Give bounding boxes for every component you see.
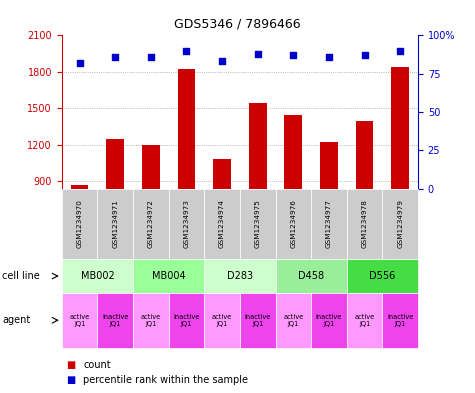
Point: [218, 58, 226, 64]
Point: [325, 54, 332, 60]
Text: GSM1234970: GSM1234970: [76, 200, 83, 248]
Text: D458: D458: [298, 271, 324, 281]
Bar: [285, 115, 302, 291]
Text: inactive
JQ1: inactive JQ1: [245, 314, 271, 327]
Text: GSM1234976: GSM1234976: [290, 200, 296, 248]
Text: D283: D283: [227, 271, 253, 281]
Text: active
JQ1: active JQ1: [141, 314, 161, 327]
Text: GSM1234974: GSM1234974: [219, 200, 225, 248]
Bar: [106, 139, 124, 291]
Text: GSM1234978: GSM1234978: [361, 200, 368, 248]
Point: [254, 51, 261, 57]
Bar: [391, 67, 409, 291]
Bar: [249, 103, 266, 291]
Text: agent: agent: [2, 315, 30, 325]
Text: inactive
JQ1: inactive JQ1: [173, 314, 200, 327]
Bar: [71, 185, 88, 291]
Text: GSM1234972: GSM1234972: [148, 200, 154, 248]
Text: ■: ■: [66, 375, 76, 386]
Bar: [320, 142, 338, 291]
Text: MB002: MB002: [80, 271, 114, 281]
Point: [111, 54, 119, 60]
Bar: [142, 145, 160, 291]
Text: GSM1234973: GSM1234973: [183, 200, 190, 248]
Point: [396, 48, 404, 54]
Text: GSM1234971: GSM1234971: [112, 200, 118, 248]
Bar: [178, 70, 195, 291]
Point: [361, 52, 369, 59]
Text: active
JQ1: active JQ1: [283, 314, 304, 327]
Text: cell line: cell line: [2, 271, 40, 281]
Point: [182, 48, 190, 54]
Text: count: count: [83, 360, 111, 370]
Text: active
JQ1: active JQ1: [354, 314, 375, 327]
Point: [147, 54, 155, 60]
Text: GSM1234975: GSM1234975: [255, 200, 261, 248]
Text: inactive
JQ1: inactive JQ1: [102, 314, 128, 327]
Text: MB004: MB004: [152, 271, 185, 281]
Text: GSM1234977: GSM1234977: [326, 200, 332, 248]
Text: D556: D556: [369, 271, 396, 281]
Text: inactive
JQ1: inactive JQ1: [387, 314, 413, 327]
Text: percentile rank within the sample: percentile rank within the sample: [83, 375, 248, 386]
Text: active
JQ1: active JQ1: [212, 314, 232, 327]
Text: GSM1234979: GSM1234979: [397, 200, 403, 248]
Text: inactive
JQ1: inactive JQ1: [316, 314, 342, 327]
Bar: [213, 160, 231, 291]
Point: [289, 52, 297, 59]
Text: active
JQ1: active JQ1: [69, 314, 90, 327]
Point: [76, 60, 84, 66]
Text: ■: ■: [66, 360, 76, 370]
Text: GDS5346 / 7896466: GDS5346 / 7896466: [174, 18, 301, 31]
Bar: [356, 121, 373, 291]
